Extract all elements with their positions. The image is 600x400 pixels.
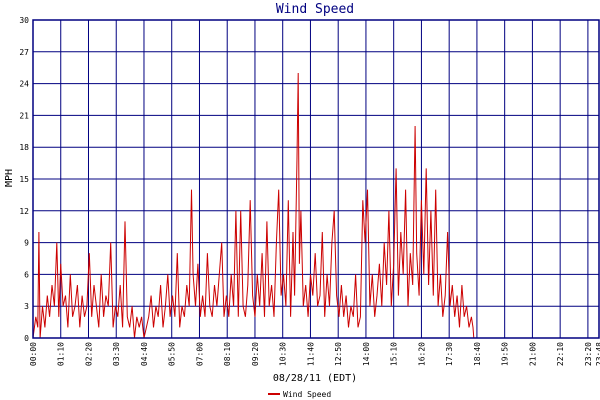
plot-frame	[32, 19, 600, 339]
legend-label: Wind Speed	[283, 390, 331, 399]
x-tick-label: 10:30	[279, 342, 288, 366]
x-tick-label: 14:00	[362, 342, 371, 366]
x-tick-label: 11:40	[306, 342, 315, 366]
y-tick-label: 18	[19, 143, 29, 152]
y-tick-label: 9	[24, 239, 29, 248]
x-tick-label: 09:20	[251, 342, 260, 366]
x-tick-label: 19:50	[501, 342, 510, 366]
x-tick-label: 23:48	[595, 342, 600, 366]
y-axis-label: MPH	[4, 169, 15, 187]
x-tick-label: 15:10	[390, 342, 399, 366]
x-tick-label: 03:30	[112, 342, 121, 366]
y-tick-label: 30	[19, 16, 29, 25]
chart-title: Wind Speed	[276, 2, 354, 17]
y-tick-label: 6	[24, 270, 29, 279]
x-axis-label: 08/28/11 (EDT)	[273, 373, 357, 384]
y-tick-label: 12	[19, 207, 29, 216]
series-group	[32, 72, 599, 339]
x-tick-label: 02:20	[84, 342, 93, 366]
x-tick-label: 21:00	[528, 342, 537, 366]
x-tick-label: 01:10	[57, 342, 66, 366]
x-tick-label: 04:40	[140, 342, 149, 366]
x-axis-ticks: 00:00 01:10 02:20 03:30 04:40 05:50 07:00 08:10…	[29, 342, 600, 366]
x-tick-label: 12:50	[334, 342, 343, 366]
x-tick-label: 22:10	[556, 342, 565, 366]
y-axis-ticks: 0 3 6 9 12 15 18 21 24 27 30	[19, 16, 29, 343]
x-tick-label: 23:20	[584, 342, 593, 366]
y-tick-label: 27	[19, 48, 29, 57]
y-tick-label: 0	[24, 334, 29, 343]
y-tick-label: 3	[24, 302, 29, 311]
x-tick-label: 05:50	[168, 342, 177, 366]
x-tick-label: 16:20	[417, 342, 426, 366]
x-tick-label: 08:10	[223, 342, 232, 366]
x-tick-label: 17:30	[445, 342, 454, 366]
legend: Wind Speed	[268, 390, 331, 399]
series-line-wind-speed	[32, 72, 599, 339]
x-tick-label: 00:00	[29, 342, 38, 366]
y-tick-label: 24	[19, 80, 29, 89]
y-tick-label: 21	[19, 111, 29, 120]
y-tick-label: 15	[19, 175, 29, 184]
x-tick-label: 07:00	[195, 342, 204, 366]
x-tick-label: 18:40	[473, 342, 482, 366]
